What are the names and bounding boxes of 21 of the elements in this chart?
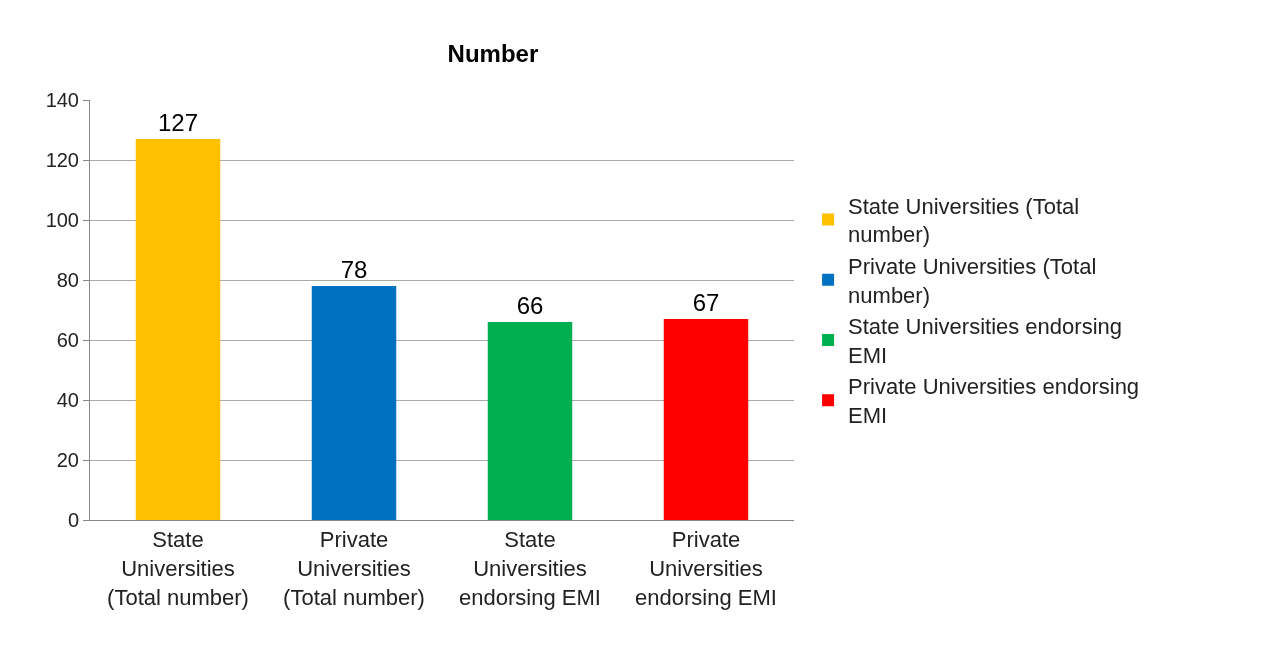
x-tick-label: State Universities (Total number): [107, 527, 249, 610]
y-tick-label: 120: [45, 149, 79, 171]
y-tick-label: 0: [67, 509, 79, 531]
y-tick-label: 100: [45, 209, 79, 231]
x-tick-label: State Universities endorsing EMI: [459, 527, 601, 610]
legend-label: Private Universities (Total number): [848, 254, 1097, 308]
chart-title: Number: [447, 39, 539, 67]
data-label: 66: [516, 292, 544, 319]
y-tick-label: 60: [56, 329, 79, 351]
data-label: 78: [340, 256, 368, 283]
y-tick-label: 140: [45, 89, 79, 111]
y-tick-label: 80: [56, 269, 79, 291]
legend-label: State Universities endorsing EMI: [848, 314, 1122, 368]
x-tick-label: Private Universities endorsing EMI: [635, 527, 777, 610]
data-label: 67: [692, 289, 720, 316]
y-tick-label: 20: [56, 449, 79, 471]
legend-label: State Universities (Total number): [848, 193, 1080, 248]
legend-label: Private Universities endorsing EMI: [848, 374, 1140, 429]
x-tick-label: Private Universities (Total number): [283, 527, 425, 610]
data-label: 127: [157, 109, 199, 136]
y-tick-label: 40: [56, 389, 79, 411]
